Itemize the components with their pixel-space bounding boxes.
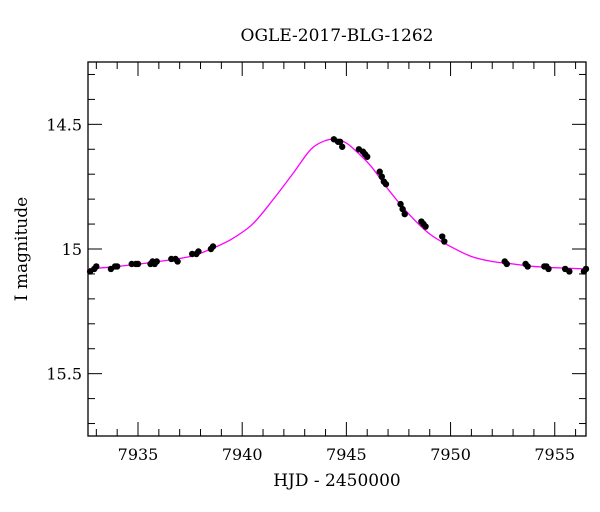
axis-ticks bbox=[88, 62, 586, 436]
x-tick-label: 7945 bbox=[326, 445, 367, 464]
chart-title: OGLE-2017-BLG-1262 bbox=[241, 26, 434, 46]
y-tick-label: 15.5 bbox=[46, 365, 82, 384]
y-tick-label: 14.5 bbox=[46, 115, 82, 134]
plot-frame bbox=[87, 61, 587, 437]
data-point bbox=[399, 205, 406, 213]
data-point bbox=[439, 233, 446, 240]
data-point bbox=[195, 248, 202, 255]
x-tick-label: 7940 bbox=[222, 445, 263, 464]
data-point bbox=[397, 200, 404, 208]
data-points bbox=[86, 136, 590, 275]
data-point bbox=[401, 210, 408, 218]
data-point bbox=[545, 265, 552, 273]
data-point bbox=[382, 180, 390, 188]
data-point bbox=[378, 173, 385, 180]
tick-labels: 7935 7940 7945 7950 7955 14.5 15 15.5 bbox=[46, 115, 575, 464]
data-point bbox=[422, 223, 429, 230]
data-point bbox=[174, 258, 181, 265]
x-tick-label: 7935 bbox=[118, 445, 159, 464]
data-point bbox=[566, 268, 573, 275]
data-point bbox=[524, 263, 531, 270]
data-point bbox=[336, 138, 344, 145]
data-point bbox=[364, 153, 371, 160]
x-tick-label: 7950 bbox=[430, 445, 471, 464]
x-axis-label: HJD - 2450000 bbox=[273, 471, 401, 491]
data-point bbox=[93, 263, 100, 270]
model-curve bbox=[87, 138, 587, 270]
data-point bbox=[209, 243, 217, 250]
y-axis-label: I magnitude bbox=[12, 197, 32, 301]
data-point bbox=[503, 260, 511, 268]
data-point bbox=[153, 258, 160, 265]
y-tick-label: 15 bbox=[62, 240, 82, 259]
x-tick-label: 7955 bbox=[534, 445, 575, 464]
data-point bbox=[134, 260, 142, 268]
data-point bbox=[339, 143, 346, 150]
data-point bbox=[376, 168, 383, 175]
data-point bbox=[582, 265, 590, 273]
data-point bbox=[113, 263, 121, 270]
data-point bbox=[441, 238, 448, 245]
